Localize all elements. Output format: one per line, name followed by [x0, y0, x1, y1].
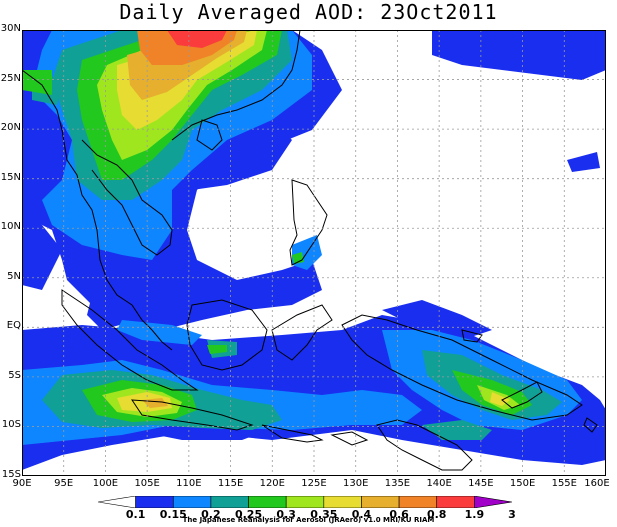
lat-label: 10S	[1, 419, 21, 431]
lon-label: 130E	[343, 478, 369, 489]
lon-label: 135E	[384, 478, 411, 489]
coastlines	[22, 30, 598, 471]
colorbar-tick-label: 0.8	[426, 508, 447, 521]
lat-label: 15N	[0, 171, 21, 183]
gridlines	[22, 30, 606, 476]
lon-label: 105E	[134, 478, 160, 489]
colorbar-swatch	[210, 496, 249, 508]
colorbar-swatch	[474, 496, 512, 508]
aod-level-0.8	[167, 30, 227, 48]
colorbar-swatch	[361, 496, 400, 508]
colorbar-tick-label: 0.3	[276, 508, 296, 521]
map-border	[22, 30, 606, 476]
aod-map	[22, 30, 606, 476]
lon-label: 120E	[259, 478, 285, 489]
lon-label: 90E	[12, 478, 32, 489]
colorbar-tick-label: 0.2	[201, 508, 221, 521]
map-title: Daily Averaged AOD: 23Oct2011	[119, 0, 498, 24]
lon-label: 115E	[217, 478, 244, 489]
colorbar-swatch	[323, 496, 362, 508]
aod-colorbar	[98, 496, 512, 508]
lat-label: 20N	[0, 122, 21, 134]
lon-label: 145E	[468, 478, 494, 489]
lon-label: 100E	[92, 478, 119, 489]
colorbar-swatch	[436, 496, 475, 508]
colorbar-tick-label: 0.25	[234, 508, 263, 521]
colorbar-tick-label: 0.1	[125, 508, 146, 521]
colorbar-tick-label: 0.4	[351, 508, 372, 521]
colorbar-tick-label: 0.35	[310, 508, 338, 521]
lat-label: 10N	[0, 221, 21, 233]
colorbar-tick-label: 3	[508, 508, 516, 521]
colorbar-swatch	[398, 496, 438, 508]
colorbar-swatch	[285, 496, 325, 508]
colorbar-tick-label: 0.15	[159, 508, 187, 521]
lon-label: 150E	[509, 478, 536, 489]
colorbar-swatch	[135, 496, 174, 508]
data-credit: The Japanese Reanalysis for Aerosol (JRA…	[182, 516, 435, 524]
lon-label: 140E	[426, 478, 452, 489]
lat-label: 5N	[7, 270, 21, 282]
colorbar-swatch	[172, 496, 212, 508]
colorbar-swatch	[98, 496, 136, 508]
colorbar-swatch	[248, 496, 287, 508]
lon-label: 160E	[584, 478, 610, 489]
lat-label: 5S	[8, 369, 21, 381]
colorbar-tick-label: 1.9	[464, 508, 485, 521]
lon-label: 110E	[176, 478, 202, 489]
lon-label: 95E	[54, 478, 74, 489]
lat-label: 30N	[0, 23, 21, 34]
colorbar-tick-label: 0.6	[389, 508, 409, 521]
lon-label: 125E	[301, 478, 327, 489]
lat-label: EQ	[6, 320, 21, 332]
lat-label: 25N	[0, 72, 21, 84]
lon-label: 155E	[551, 478, 577, 489]
lat-label: 15S	[1, 469, 21, 480]
